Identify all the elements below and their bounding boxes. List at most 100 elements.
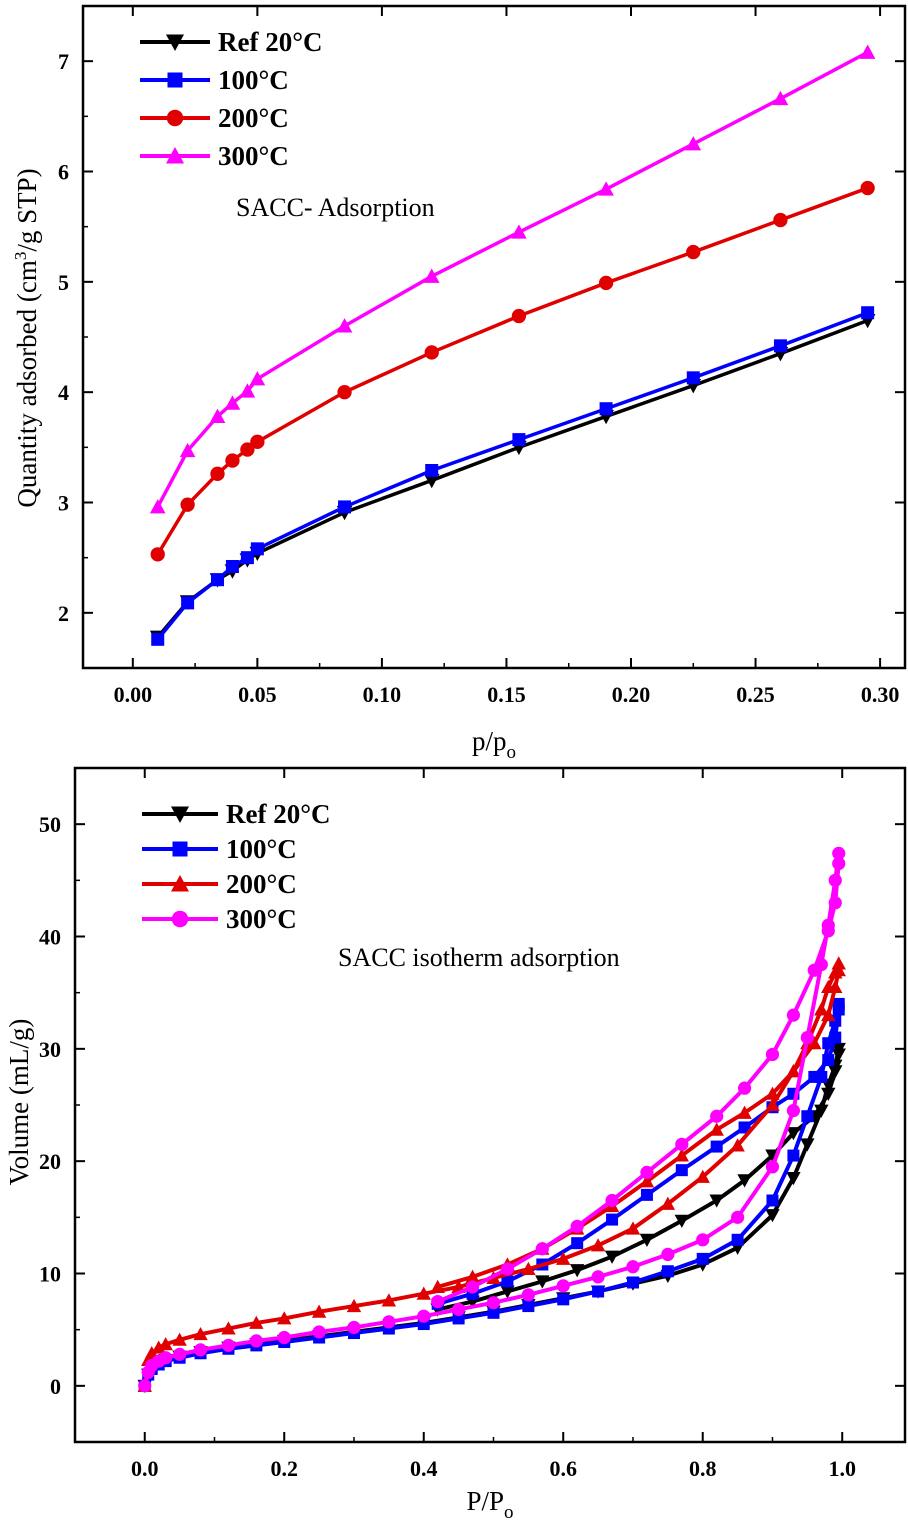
data-point <box>277 1311 292 1325</box>
legend-marker <box>167 72 183 88</box>
data-point <box>225 559 239 573</box>
data-point <box>452 1312 465 1325</box>
x-tick-label: 0.25 <box>736 682 775 707</box>
data-point <box>675 1164 688 1177</box>
chart1-x-axis: 0.00 0.05 0.10 0.15 0.20 0.25 0.30 <box>114 6 900 707</box>
data-point <box>801 1110 814 1123</box>
data-point <box>179 442 196 458</box>
data-point <box>382 1315 396 1329</box>
data-point <box>800 1031 814 1045</box>
data-point <box>431 1294 445 1309</box>
x-tick-label: 0.00 <box>114 682 153 707</box>
data-point <box>599 402 613 416</box>
data-point <box>604 1250 620 1264</box>
data-point <box>814 1002 829 1016</box>
data-point <box>786 1064 801 1078</box>
data-point <box>250 434 265 449</box>
data-point <box>522 1300 535 1313</box>
legend-marker <box>171 806 189 823</box>
data-point <box>381 1293 397 1307</box>
y-tick-label: 50 <box>39 812 61 837</box>
data-point <box>605 1193 619 1208</box>
data-point <box>738 1121 751 1134</box>
data-point <box>660 1196 676 1210</box>
x-tick-label: 0.6 <box>549 1456 577 1481</box>
data-point <box>829 1031 842 1044</box>
data-point <box>149 499 166 514</box>
data-point <box>193 1326 208 1341</box>
data-point <box>158 1337 173 1351</box>
chart2-series <box>137 846 846 1394</box>
data-point <box>639 1233 655 1247</box>
chart2-x-axis: 0.0 0.2 0.4 0.6 0.8 1.0 <box>131 768 856 1481</box>
data-point <box>221 1321 236 1335</box>
data-point <box>730 1138 745 1152</box>
data-point <box>731 1210 745 1224</box>
data-point <box>685 136 702 151</box>
data-point <box>808 1070 821 1083</box>
data-point <box>787 1149 800 1162</box>
data-point <box>640 1188 653 1201</box>
data-point <box>138 1379 152 1393</box>
data-point <box>338 500 352 514</box>
legend-marker <box>166 147 184 164</box>
chart1-y-label: Quantity adsorbed (cm3/g STP) <box>11 168 42 507</box>
data-point <box>311 1304 327 1318</box>
data-point <box>828 873 842 887</box>
data-point <box>151 1340 166 1354</box>
data-point <box>521 1288 535 1302</box>
data-point <box>249 1334 263 1348</box>
data-point <box>225 453 240 468</box>
x-tick-label: 0.20 <box>612 682 651 707</box>
chart1-x-label: p/po <box>472 726 516 763</box>
data-point <box>696 1233 710 1247</box>
data-point <box>709 1122 724 1136</box>
data-point <box>831 1048 846 1062</box>
data-point <box>150 547 165 562</box>
data-point <box>766 1194 779 1207</box>
data-point <box>557 1293 570 1306</box>
data-point <box>859 44 876 59</box>
data-point <box>831 956 846 970</box>
data-point <box>807 963 821 977</box>
data-point <box>571 1237 584 1250</box>
data-point <box>416 1286 431 1300</box>
data-point <box>737 1081 752 1095</box>
series-desorption-line <box>437 969 841 1289</box>
data-point <box>626 1260 640 1274</box>
series-line <box>156 186 869 556</box>
legend-label: 100°C <box>218 65 289 95</box>
y-tick-label: 30 <box>39 1037 61 1062</box>
chart2-frame <box>73 766 907 1444</box>
data-point <box>423 268 440 283</box>
legend-marker <box>171 910 189 928</box>
data-point <box>151 632 165 646</box>
chart2-y-axis: 0 10 20 30 40 50 <box>39 812 905 1399</box>
data-point <box>424 345 439 360</box>
data-point <box>337 385 352 400</box>
data-point <box>430 1279 445 1293</box>
data-point <box>535 1242 549 1256</box>
data-point <box>598 275 614 291</box>
data-point <box>193 1343 208 1357</box>
data-point <box>822 1054 835 1067</box>
x-tick-label: 0.8 <box>689 1456 717 1481</box>
y-tick-label: 5 <box>58 270 69 295</box>
series-adsorption-line <box>142 962 841 1387</box>
data-point <box>661 1265 674 1278</box>
data-point <box>181 596 195 610</box>
data-point <box>786 1172 801 1186</box>
data-point <box>224 395 241 410</box>
data-point <box>570 1219 584 1233</box>
data-point <box>695 1169 710 1183</box>
data-point <box>640 1165 654 1179</box>
y-tick-label: 2 <box>58 601 69 626</box>
x-tick-label: 0.30 <box>861 682 900 707</box>
data-point <box>710 1140 723 1153</box>
data-point <box>180 497 195 512</box>
data-point <box>625 1221 641 1235</box>
data-point <box>592 1285 605 1298</box>
chart2-annotation: SACC isotherm adsorption <box>338 943 620 972</box>
data-point <box>675 1137 689 1151</box>
